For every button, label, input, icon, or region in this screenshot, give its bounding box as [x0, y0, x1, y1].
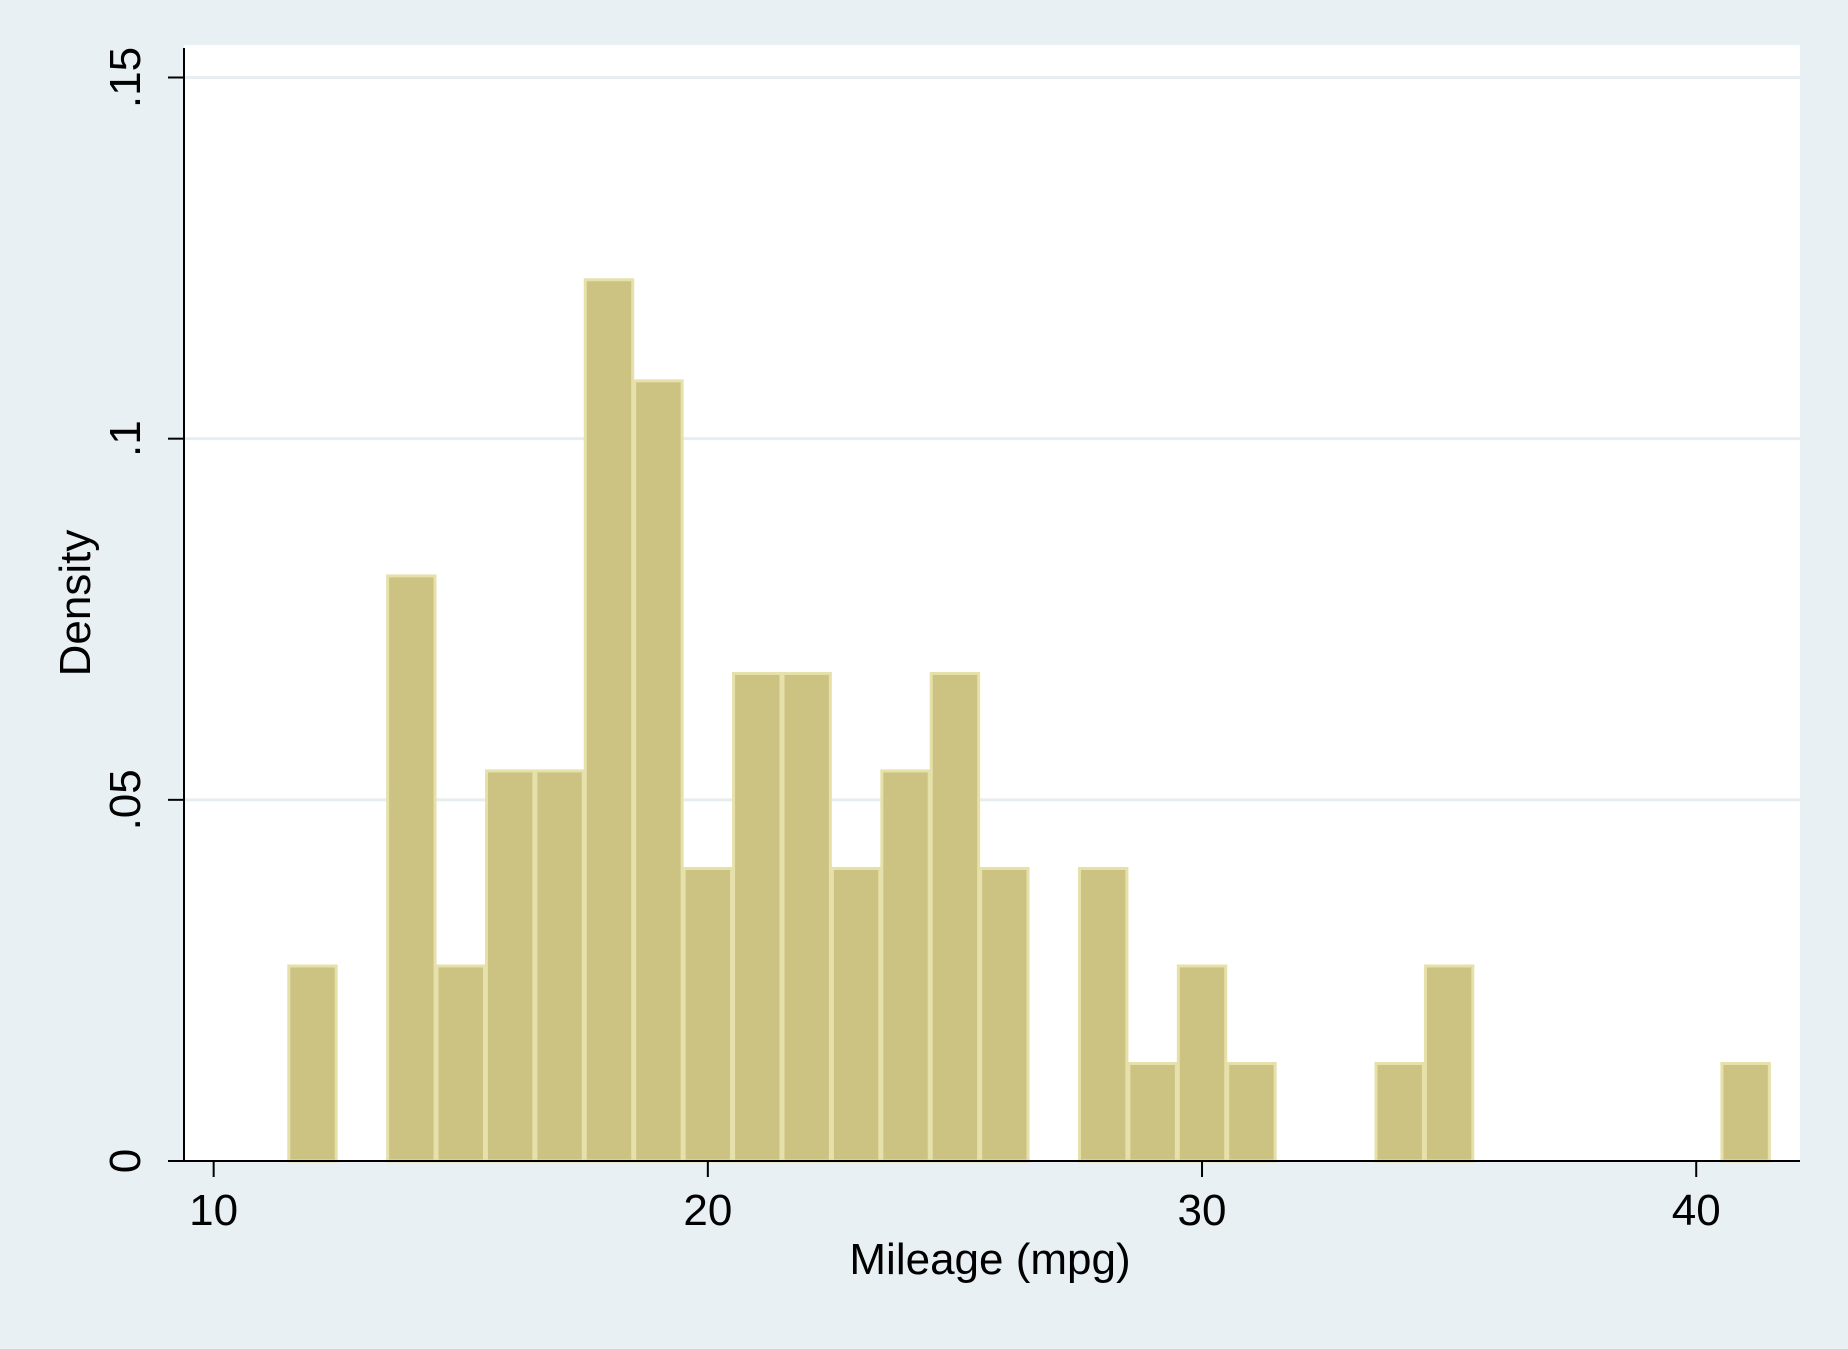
histogram-bar	[583, 278, 635, 1163]
y-tick-label: .05	[101, 769, 150, 830]
histogram-bar	[287, 964, 338, 1163]
x-tick-label: 10	[189, 1186, 238, 1235]
histogram-bar	[830, 866, 882, 1163]
histogram-bar	[1720, 1061, 1771, 1163]
histogram-bar	[732, 671, 783, 1163]
y-tick-label: .1	[101, 420, 150, 457]
histogram-bar	[781, 671, 832, 1163]
histogram-bar	[435, 964, 486, 1163]
y-axis-title: Density	[51, 530, 100, 677]
histogram-bar	[880, 769, 931, 1163]
x-tick-label: 40	[1672, 1186, 1721, 1235]
histogram-bar	[979, 866, 1030, 1163]
histogram-bar	[484, 769, 536, 1163]
histogram-bar	[1127, 1061, 1178, 1163]
axis-ticks: 0 .05 .1 .15 10 20 30 40	[101, 47, 1721, 1235]
axes	[183, 48, 1800, 1162]
histogram-bar	[1374, 1061, 1425, 1163]
histogram-bar	[1423, 964, 1475, 1163]
histogram-bar	[633, 379, 684, 1163]
y-tick-label: .15	[101, 47, 150, 108]
grid-lines	[184, 76, 1800, 802]
histogram-bars	[287, 278, 1771, 1163]
histogram-bar	[682, 866, 734, 1163]
histogram-bar	[1226, 1061, 1277, 1163]
histogram-bar	[929, 671, 981, 1163]
histogram-bar	[1176, 964, 1228, 1163]
x-tick-label: 30	[1178, 1186, 1227, 1235]
y-tick-label: 0	[101, 1149, 150, 1173]
histogram-bar	[386, 574, 437, 1163]
x-axis-title: Mileage (mpg)	[849, 1235, 1130, 1284]
x-tick-label: 20	[683, 1186, 732, 1235]
histogram-bar	[1077, 866, 1129, 1163]
histogram-bar	[534, 769, 585, 1163]
